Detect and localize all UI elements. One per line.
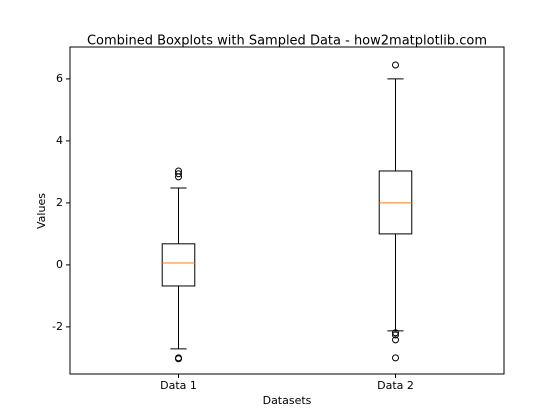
y-tick-label: -2 (52, 320, 63, 333)
flier (175, 355, 182, 363)
flier (392, 331, 399, 339)
x-tick-label: Data 1 (160, 379, 197, 392)
flier (392, 354, 399, 362)
axes-frame (69, 46, 505, 375)
y-tick-label: 2 (56, 196, 63, 209)
box (161, 243, 196, 287)
flier (175, 173, 182, 181)
chart-title: Combined Boxplots with Sampled Data - ho… (87, 34, 487, 49)
flier (392, 61, 399, 69)
x-tick-label: Data 2 (377, 379, 414, 392)
flier (175, 170, 182, 178)
y-tick-label: 6 (56, 72, 63, 85)
flier (392, 329, 399, 337)
flier (392, 336, 399, 344)
y-tick-label: 4 (56, 134, 63, 147)
y-axis-label: Values (35, 193, 48, 229)
x-axis-label: Datasets (263, 394, 312, 407)
y-tick-label: 0 (56, 258, 63, 271)
